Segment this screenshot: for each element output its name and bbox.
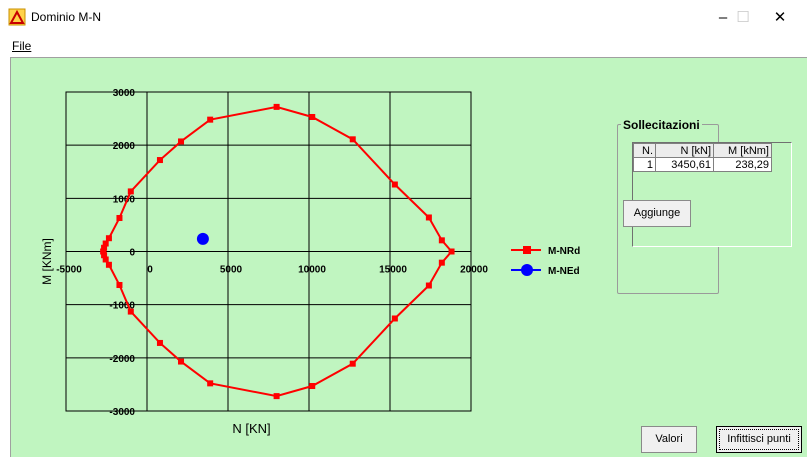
col-header-index: N. [633,143,656,158]
point-m-nrd [178,138,185,145]
point-m-nrd [101,252,108,259]
x-axis-label: N [KN] [232,421,270,436]
point-m-nrd [425,214,432,221]
y-tick-label: -3000 [109,407,135,418]
maximize-button[interactable]: ☐ [736,9,750,26]
point-m-nrd [391,315,398,322]
point-m-ned [196,232,209,245]
point-m-nrd [102,240,109,247]
menu-bar: File [0,36,807,56]
cell-m[interactable]: 238,29 [713,157,772,172]
table-header-row: N. N [kN] M [kNm] [633,143,772,158]
point-m-nrd [438,259,445,266]
point-m-nrd [349,136,356,143]
y-tick-label: 2000 [113,141,136,152]
col-header-n: N [kN] [655,143,714,158]
point-m-nrd [391,181,398,188]
title-bar: Dominio M-N – ☐ ✕ [0,0,807,36]
x-tick-label: -5000 [56,265,82,276]
point-m-nrd [425,282,432,289]
cell-n[interactable]: 3450,61 [655,157,714,172]
point-m-nrd [448,248,455,255]
menu-file-label: File [12,39,32,53]
client-area: -5000 0 5000 10000 15000 20000 3000 2000 1000 0 -1… [10,57,807,457]
point-m-nrd [349,360,356,367]
legend-marker [523,246,531,254]
minimize-button[interactable]: – [718,9,728,26]
legend-label: M-NEd [548,266,580,277]
legend-marker [521,264,533,276]
y-tick-label: -1000 [109,301,135,312]
app-icon [8,8,26,26]
close-button[interactable]: ✕ [773,9,787,26]
point-m-nrd [438,237,445,244]
point-m-nrd [105,235,112,242]
infittisci-punti-button[interactable]: Infittisci punti [716,426,802,453]
point-m-nrd [178,358,185,365]
x-tick-label: 5000 [220,265,243,276]
mn-domain-chart: -5000 0 5000 10000 15000 200003000200010000-1… [40,88,580,436]
x-tick-label: 20000 [460,265,488,276]
cell-index[interactable]: 1 [633,157,656,172]
point-m-nrd [101,244,108,251]
point-m-nrd [309,383,316,390]
point-m-nrd [116,281,123,288]
menu-file[interactable]: File [12,39,31,53]
y-tick-label: 0 [129,248,135,259]
y-axis-label: M [KNm] [40,238,54,285]
point-m-nrd [207,116,214,123]
y-tick-label: 1000 [113,194,136,205]
point-m-nrd [309,113,316,120]
point-m-nrd [273,103,280,110]
point-m-nrd [127,308,134,315]
table-row[interactable]: 1 3450,61 238,29 [633,157,772,172]
point-m-nrd [156,157,163,164]
point-m-nrd [102,256,109,263]
sollecitazioni-grid[interactable]: N. N [kN] M [kNm] 1 3450,61 238,29 [632,142,792,247]
point-m-nrd [207,380,214,387]
y-tick-label: 3000 [113,88,136,99]
x-tick-label: 10000 [298,265,326,276]
point-m-nrd [105,261,112,268]
aggiunge-button[interactable]: Aggiunge [623,200,691,227]
sollecitazioni-table: N. N [kN] M [kNm] 1 3450,61 238,29 [633,143,772,172]
x-tick-label: 15000 [379,265,407,276]
x-tick-label: 0 [147,265,153,276]
col-header-m: M [kNm] [713,143,772,158]
point-m-nrd [273,393,280,400]
legend-label: M-NRd [548,246,580,257]
point-m-nrd [116,215,123,222]
point-m-nrd [156,339,163,346]
point-m-nrd [100,248,107,255]
point-m-nrd [127,188,134,195]
window-title: Dominio M-N [31,10,102,24]
sollecitazioni-title: Sollecitazioni [621,118,702,132]
valori-button[interactable]: Valori [641,426,697,453]
y-tick-label: -2000 [109,354,135,365]
